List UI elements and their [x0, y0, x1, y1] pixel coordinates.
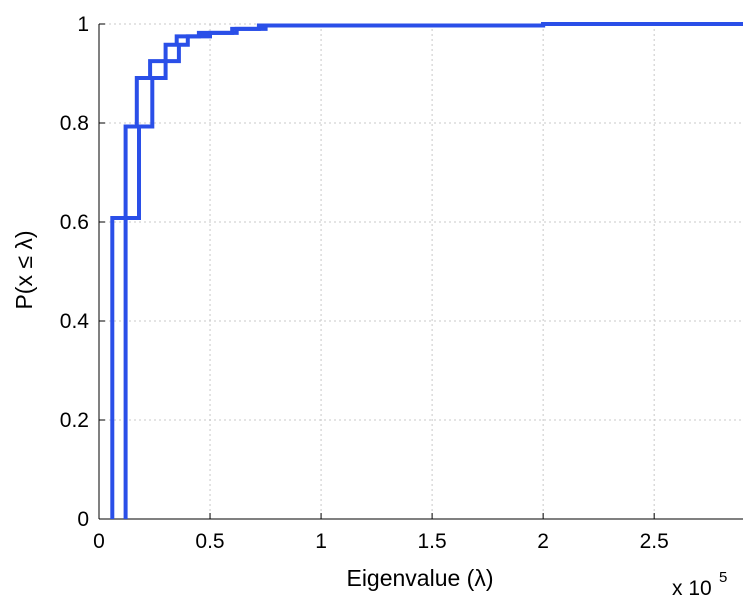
x-tick-label-4: 2: [537, 530, 549, 553]
x-tick-label-5: 2.5: [640, 530, 669, 553]
x-tick-label-0: 0: [93, 530, 105, 553]
tick-labels: 0 0.5 1 1.5 2 2.5 0 0.2 0.4 0.6 0.8 1: [60, 13, 669, 553]
y-tick-label-1: 0.2: [60, 409, 89, 432]
series-group: [110, 22, 743, 519]
y-tick-label-5: 1: [77, 13, 89, 36]
y-tick-label-3: 0.6: [60, 211, 89, 234]
y-tick-label-0: 0: [77, 508, 89, 531]
series-line-1: [123, 22, 743, 519]
y-tick-label-4: 0.8: [60, 112, 89, 135]
x-multiplier-exponent: 5: [719, 569, 727, 586]
x-tick-label-2: 1: [315, 530, 327, 553]
x-tick-label-3: 1.5: [418, 530, 447, 553]
series-line-0: [110, 22, 743, 519]
y-tick-label-2: 0.4: [60, 310, 90, 333]
axes: [98, 23, 743, 520]
x-tick-label-1: 0.5: [195, 530, 224, 553]
y-axis-label: P(x ≤ λ): [11, 230, 37, 309]
x-multiplier-label: x 10: [672, 577, 712, 600]
x-axis-label: Eigenvalue (λ): [346, 565, 493, 591]
